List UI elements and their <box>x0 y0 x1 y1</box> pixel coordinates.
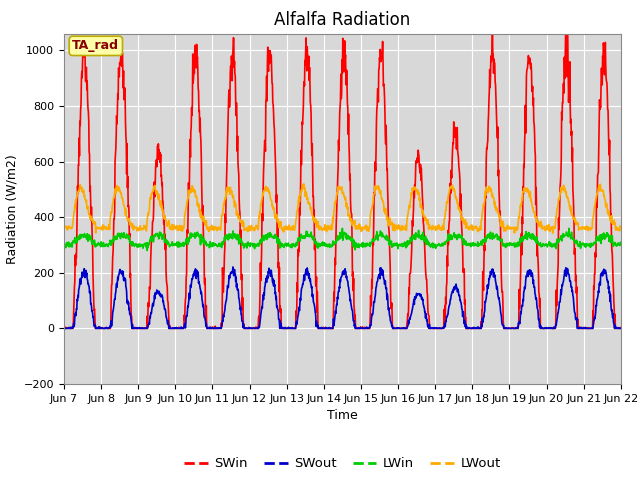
Legend: SWin, SWout, LWin, LWout: SWin, SWout, LWin, LWout <box>179 452 506 476</box>
LWout <box>60 224 68 229</box>
SWin <box>562 20 570 25</box>
SWout <box>229 264 237 270</box>
SWout <box>247 325 255 331</box>
SWin <box>60 325 68 331</box>
Line: SWout: SWout <box>64 267 620 328</box>
Line: LWout: LWout <box>64 184 620 233</box>
SWout <box>551 325 559 331</box>
SWin <box>616 325 624 331</box>
LWin <box>246 240 254 246</box>
LWin <box>565 226 573 231</box>
LWin <box>60 244 68 250</box>
LWin <box>143 248 151 253</box>
LWin <box>551 241 559 247</box>
LWout <box>502 227 509 232</box>
LWout <box>184 194 191 200</box>
X-axis label: Time: Time <box>327 409 358 422</box>
SWout <box>171 325 179 331</box>
LWout <box>170 225 178 231</box>
SWin <box>170 325 178 331</box>
SWin <box>246 325 254 331</box>
LWin <box>502 245 509 251</box>
LWout <box>551 225 559 231</box>
SWin <box>550 325 558 331</box>
LWin <box>184 235 192 240</box>
Y-axis label: Radiation (W/m2): Radiation (W/m2) <box>5 154 18 264</box>
Line: LWin: LWin <box>64 228 620 251</box>
SWout <box>184 304 192 310</box>
LWout <box>246 225 254 231</box>
Line: SWin: SWin <box>64 23 620 328</box>
Text: TA_rad: TA_rad <box>72 39 119 52</box>
SWout <box>429 325 437 331</box>
LWout <box>616 225 624 230</box>
SWout <box>60 325 68 331</box>
SWin <box>184 230 191 236</box>
LWout <box>429 225 436 230</box>
SWin <box>501 325 509 331</box>
LWin <box>171 240 179 246</box>
LWout <box>549 230 557 236</box>
LWout <box>300 181 308 187</box>
LWin <box>429 245 436 251</box>
Title: Alfalfa Radiation: Alfalfa Radiation <box>275 11 410 29</box>
LWin <box>616 240 624 245</box>
SWin <box>429 325 436 331</box>
SWout <box>502 325 510 331</box>
SWout <box>616 325 624 331</box>
SWout <box>61 325 68 331</box>
